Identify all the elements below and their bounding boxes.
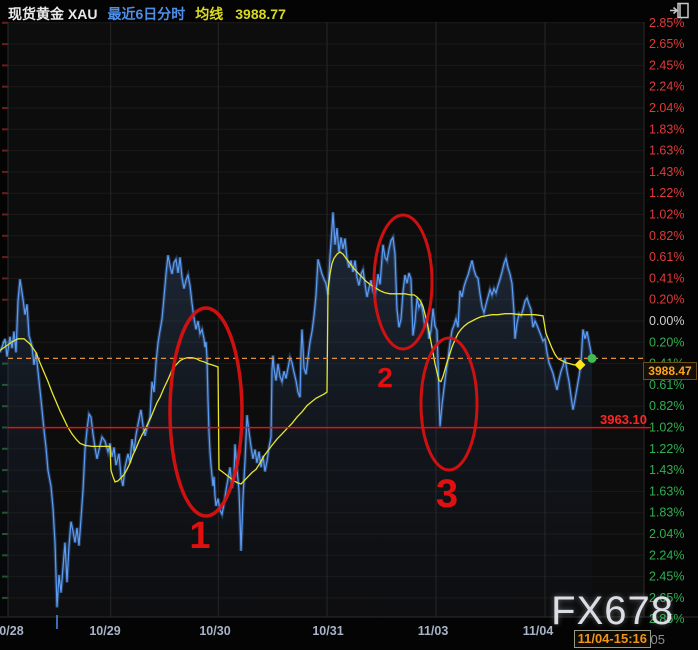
marker-layer: [574, 353, 597, 371]
y-axis-label-down: 2.24%: [649, 548, 684, 562]
chart-mode-label[interactable]: 最近6日分时: [107, 6, 186, 22]
x-axis-date-label: 10/28: [0, 624, 24, 638]
price-line: [0, 212, 593, 608]
annotation-digit-3: 3: [436, 472, 458, 516]
y-axis-label-up: 1.63%: [649, 144, 684, 158]
y-axis-label-down: 0.82%: [649, 399, 684, 413]
y-axis-label-up: 1.22%: [649, 186, 684, 200]
area-fill-layer: [0, 212, 592, 618]
y-axis-label-down: 0.20%: [649, 335, 684, 349]
axis-labels-layer: 0.20% 0.41% 0.61% 0.82% 1.02% 1.22% 1.43% 1.63%…: [0, 16, 684, 638]
level-lines-layer: [8, 357, 651, 629]
current-price-badge: 3988.47: [643, 362, 697, 380]
annotation-layer: 1 2 3: [168, 213, 479, 557]
corner-clipped-text: 05: [650, 632, 665, 647]
annotation-digit-2: 2: [377, 362, 393, 393]
y-axis-label-down: 1.83%: [649, 506, 684, 520]
y-axis-label-down: 0.61%: [649, 378, 684, 392]
y-axis-label-up: 0.41%: [649, 271, 684, 285]
ma-legend-label: 均线: [195, 6, 224, 22]
y-axis-label-zero: 0.00%: [649, 314, 684, 328]
support-price-label: 3963.10: [600, 412, 647, 427]
y-axis-label-down: 2.04%: [649, 527, 684, 541]
instrument-title: 现货黄金 XAU: [8, 6, 98, 22]
x-axis-date-label: 10/31: [312, 624, 343, 638]
x-axis-date-label: 10/30: [199, 624, 230, 638]
series-layer: [0, 212, 594, 608]
y-axis-label-up: 0.20%: [649, 293, 684, 307]
y-axis-label-up: 1.43%: [649, 165, 684, 179]
ma-current-diamond-marker: [574, 359, 586, 371]
y-axis-label-down: 1.22%: [649, 442, 684, 456]
y-axis-label-up: 2.45%: [649, 58, 684, 72]
fx678-watermark: FX678: [551, 589, 674, 633]
annotation-ellipse-1: [168, 306, 244, 518]
y-axis-label-down: 2.45%: [649, 570, 684, 584]
y-axis-label-down: 2.85%: [649, 612, 684, 626]
y-axis-label-down: 2.65%: [649, 591, 684, 605]
y-axis-label-down: 1.63%: [649, 484, 684, 498]
x-axis-date-label: 11/03: [418, 624, 449, 638]
price-area-fill: [0, 212, 592, 618]
annotation-ellipse-2: [372, 213, 434, 351]
annotation-ellipse-3: [419, 336, 479, 472]
y-axis-label-up: 1.02%: [649, 208, 684, 222]
ma-line: [0, 251, 580, 485]
y-axis-label-up: 2.85%: [649, 16, 684, 30]
y-axis-label-up: 2.24%: [649, 80, 684, 94]
y-axis-label-up: 1.83%: [649, 122, 684, 136]
y-axis-label-up: 0.82%: [649, 229, 684, 243]
y-axis-label-up: 2.65%: [649, 37, 684, 51]
price-current-dot-marker: [587, 353, 597, 363]
annotation-digit-1: 1: [189, 515, 210, 557]
y-axis-label-up: 0.61%: [649, 250, 684, 264]
x-axis-date-label: 10/29: [89, 624, 120, 638]
y-axis-label-up: 2.04%: [649, 101, 684, 115]
x-axis-date-label: 11/04: [523, 624, 554, 638]
y-axis-label-down: 1.02%: [649, 421, 684, 435]
y-axis-label-down: 1.43%: [649, 463, 684, 477]
collapse-panel-icon[interactable]: [669, 2, 690, 24]
last-update-timestamp: 11/04-15:16: [573, 630, 651, 648]
chart-header: 现货黄金 XAU 最近6日分时 均线 3988.77: [8, 4, 286, 24]
ma-value: 3988.77: [235, 6, 286, 22]
